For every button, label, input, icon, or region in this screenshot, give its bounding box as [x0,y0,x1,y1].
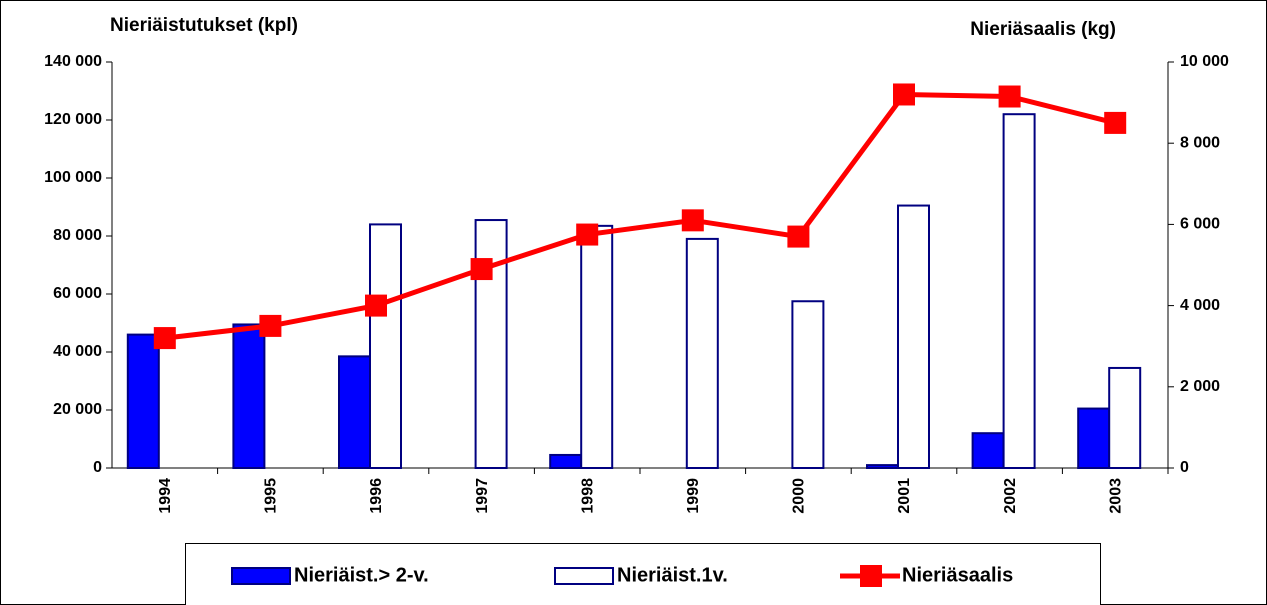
y-tick-label: 120 000 [44,111,102,128]
x-tick-label: 2003 [1107,478,1124,514]
x-tick-label: 2001 [896,478,913,514]
y-tick-label: 140 000 [44,53,102,70]
x-tick-label: 1997 [474,478,491,514]
y2-axis-title: Nieriäsaalis (kg) [970,19,1116,40]
x-tick-label: 1999 [685,478,702,514]
bar [549,453,583,470]
bar [474,219,508,469]
x-tick-label: 1996 [368,478,385,514]
bar [126,333,160,469]
x-tick-label: 1998 [579,478,596,514]
y2-tick-label: 8 000 [1180,134,1220,151]
legend-box [185,543,1101,605]
y-tick-label: 20 000 [53,401,102,418]
bar [580,224,614,469]
x-tick-label: 2000 [791,478,808,514]
line-marker [893,83,915,106]
bar [1108,366,1142,470]
line-marker [787,225,810,248]
bar [685,237,719,469]
bar [897,204,930,470]
bar [338,355,371,470]
bar [369,223,402,469]
y2-tick-label: 0 [1180,459,1189,476]
line-marker [998,85,1021,108]
bar [1002,113,1036,469]
y-tick-label: 60 000 [53,285,102,302]
line-marker [576,223,599,246]
line-marker [681,209,704,232]
bar [232,323,266,470]
legend-label: Nieriäsaalis [902,564,1013,586]
bar [971,432,1005,470]
y-axis-title: Nieriäistutukset (kpl) [110,15,298,36]
bar [1077,407,1111,469]
legend-swatch [554,567,614,585]
legend-label: Nieriäist.1v. [617,564,728,586]
y-tick-label: 100 000 [44,169,102,186]
legend-label: Nieriäist.> 2-v. [294,564,429,586]
y-tick-label: 80 000 [53,227,102,244]
y2-tick-label: 6 000 [1180,216,1220,233]
legend-swatch [231,567,291,585]
x-tick-label: 1995 [263,478,280,514]
x-tick-label: 2002 [1002,478,1019,514]
legend-swatch [860,565,882,587]
line-marker [259,314,282,337]
y-tick-label: 40 000 [53,343,102,360]
line-marker [365,294,387,317]
y-tick-label: 0 [93,459,102,476]
line-marker [153,327,176,350]
line [164,91,1116,341]
line-marker [470,258,493,281]
bar [866,464,899,470]
x-tick-label: 1994 [157,478,174,514]
y2-tick-label: 2 000 [1180,378,1220,395]
line-marker [1104,111,1127,134]
y2-tick-label: 10 000 [1180,53,1229,70]
bar [791,300,825,469]
y2-tick-label: 4 000 [1180,297,1220,314]
